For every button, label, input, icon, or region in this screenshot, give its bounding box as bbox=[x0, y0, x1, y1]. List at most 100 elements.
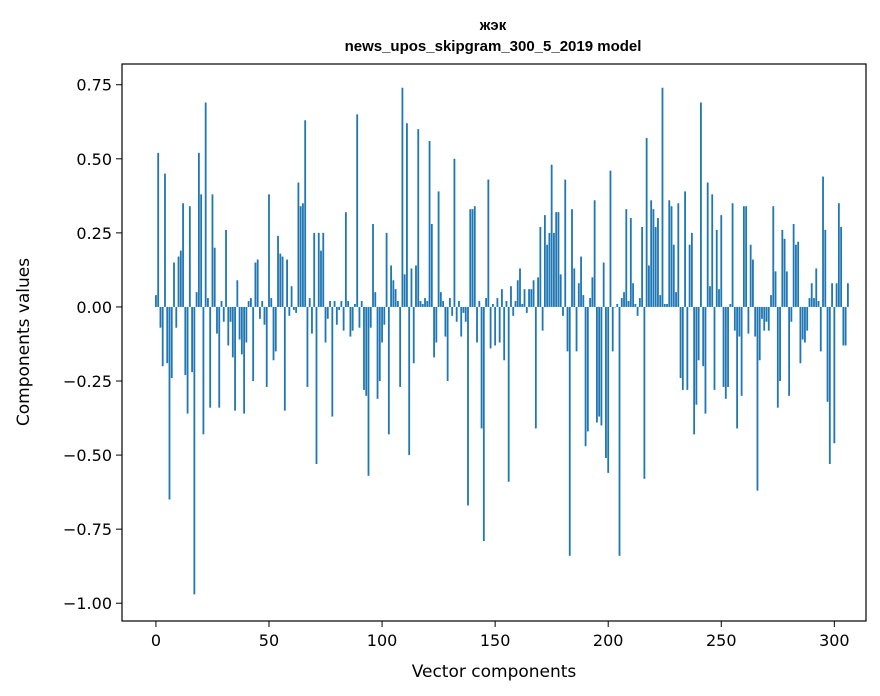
bar bbox=[625, 209, 628, 307]
bar bbox=[609, 170, 612, 307]
bar bbox=[550, 164, 553, 307]
bar bbox=[623, 292, 625, 307]
bar bbox=[394, 289, 397, 307]
bar bbox=[342, 306, 345, 331]
bar bbox=[308, 298, 311, 307]
bar bbox=[324, 306, 327, 343]
bar bbox=[833, 306, 836, 444]
bar bbox=[333, 301, 336, 307]
bar bbox=[593, 200, 596, 307]
bar bbox=[435, 306, 438, 343]
bar bbox=[819, 306, 822, 352]
bar bbox=[598, 306, 601, 417]
bar bbox=[679, 306, 682, 379]
bar bbox=[197, 152, 200, 307]
bar bbox=[684, 191, 686, 307]
bar bbox=[261, 301, 264, 307]
bar bbox=[344, 212, 347, 307]
x-tick-label: 50 bbox=[259, 631, 279, 650]
bar bbox=[369, 306, 372, 328]
bar bbox=[611, 306, 614, 352]
bar bbox=[840, 226, 843, 307]
bar bbox=[580, 256, 582, 307]
bar bbox=[195, 292, 198, 307]
bar bbox=[469, 209, 472, 307]
bar bbox=[338, 306, 340, 310]
bar bbox=[806, 306, 809, 331]
bar bbox=[754, 306, 757, 337]
bar bbox=[491, 303, 494, 307]
bar bbox=[815, 268, 818, 307]
bar bbox=[290, 286, 293, 307]
bar bbox=[652, 209, 655, 307]
bar-series bbox=[155, 87, 849, 595]
bar bbox=[706, 182, 709, 307]
bar bbox=[326, 306, 329, 319]
y-tick-label: −0.50 bbox=[63, 446, 112, 465]
bar bbox=[320, 250, 322, 307]
bar bbox=[582, 295, 585, 307]
bar bbox=[272, 306, 275, 361]
bar bbox=[263, 306, 266, 325]
bar bbox=[240, 306, 243, 355]
bar bbox=[507, 306, 510, 482]
bar bbox=[157, 152, 160, 307]
bar bbox=[297, 182, 300, 307]
bar bbox=[437, 191, 440, 307]
x-tick-label: 150 bbox=[480, 631, 511, 650]
bar bbox=[627, 301, 630, 307]
bar bbox=[442, 301, 445, 307]
bar bbox=[408, 306, 411, 456]
bar bbox=[747, 306, 750, 334]
bar bbox=[666, 303, 668, 307]
bar bbox=[591, 277, 594, 307]
bar bbox=[512, 306, 515, 316]
x-tick-label: 0 bbox=[151, 631, 161, 650]
bar bbox=[220, 301, 223, 307]
bar bbox=[164, 173, 166, 307]
bar bbox=[548, 232, 551, 307]
bar bbox=[528, 289, 530, 307]
bar bbox=[265, 306, 268, 387]
bar bbox=[453, 158, 456, 307]
bar bbox=[209, 306, 212, 408]
bar bbox=[661, 87, 664, 307]
bar bbox=[709, 286, 711, 307]
bar bbox=[503, 306, 506, 361]
x-tick-label: 200 bbox=[593, 631, 624, 650]
bar bbox=[620, 298, 623, 307]
bar bbox=[374, 292, 377, 307]
bar bbox=[351, 306, 354, 331]
bar bbox=[638, 298, 641, 307]
bar bbox=[519, 268, 521, 307]
bar bbox=[410, 268, 413, 307]
bar bbox=[202, 306, 205, 435]
bar bbox=[532, 280, 535, 307]
bar bbox=[781, 229, 784, 307]
bar bbox=[758, 306, 761, 361]
y-tick-label: −0.25 bbox=[63, 372, 112, 391]
bar bbox=[417, 129, 420, 307]
bar bbox=[607, 306, 610, 473]
y-axis: 0.75 0.50 0.25 0.00 −0.25 −0.50 −0.75 −1.00 bbox=[63, 76, 122, 613]
bar bbox=[632, 283, 634, 307]
bar bbox=[306, 306, 309, 387]
chart-title: жэк bbox=[479, 17, 507, 34]
bar bbox=[733, 306, 736, 331]
bar bbox=[736, 306, 739, 429]
bar bbox=[654, 226, 657, 307]
bar bbox=[286, 259, 288, 307]
bar bbox=[424, 298, 426, 307]
bar bbox=[207, 298, 209, 307]
bar bbox=[559, 274, 562, 307]
bar bbox=[243, 306, 246, 414]
bar bbox=[571, 209, 573, 307]
bar bbox=[713, 306, 716, 390]
bar bbox=[177, 256, 180, 307]
bar bbox=[222, 306, 225, 322]
bar bbox=[663, 303, 666, 307]
bar bbox=[776, 306, 779, 408]
bar bbox=[376, 306, 379, 399]
bar bbox=[575, 306, 578, 352]
bar bbox=[690, 232, 693, 307]
